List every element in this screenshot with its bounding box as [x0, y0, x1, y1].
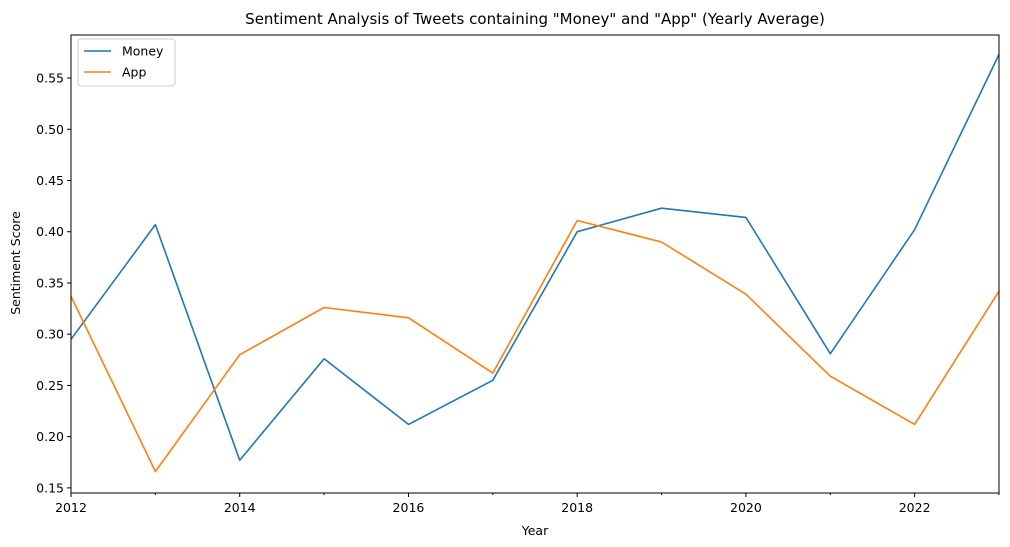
series-lines: [70, 54, 1000, 473]
x-tick-label: 2022: [899, 500, 931, 515]
x-axis-label: Year: [521, 523, 549, 538]
x-tick-label: 2016: [393, 500, 425, 515]
y-tick-label: 0.50: [36, 122, 64, 137]
y-tick-label: 0.35: [36, 275, 64, 290]
y-tick-label: 0.25: [36, 378, 64, 393]
y-tick-label: 0.55: [36, 71, 64, 86]
series-line-app: [70, 219, 1000, 473]
y-tick-label: 0.20: [36, 429, 64, 444]
legend: Money App: [77, 38, 176, 87]
legend-label: Money: [122, 44, 164, 59]
y-tick-label: 0.15: [36, 480, 64, 495]
x-tick-label: 2018: [561, 500, 593, 515]
y-tick-label: 0.45: [36, 173, 64, 188]
y-tick-label: 0.40: [36, 224, 64, 239]
chart-title: Sentiment Analysis of Tweets containing …: [245, 10, 825, 28]
y-axis-label: Sentiment Score: [8, 211, 23, 315]
x-tick-label: 2020: [730, 500, 762, 515]
legend-label: App: [122, 65, 146, 80]
x-tick-label: 2012: [55, 500, 87, 515]
series-line-money: [70, 54, 1000, 462]
y-tick-label: 0.30: [36, 327, 64, 342]
plot-frame: [70, 34, 1000, 494]
axis-ticks: 0.15 0.20 0.25 0.30 0.35 0.40 0.45 0.50 0.55 2012…: [36, 71, 1000, 515]
x-tick-label: 2014: [224, 500, 256, 515]
